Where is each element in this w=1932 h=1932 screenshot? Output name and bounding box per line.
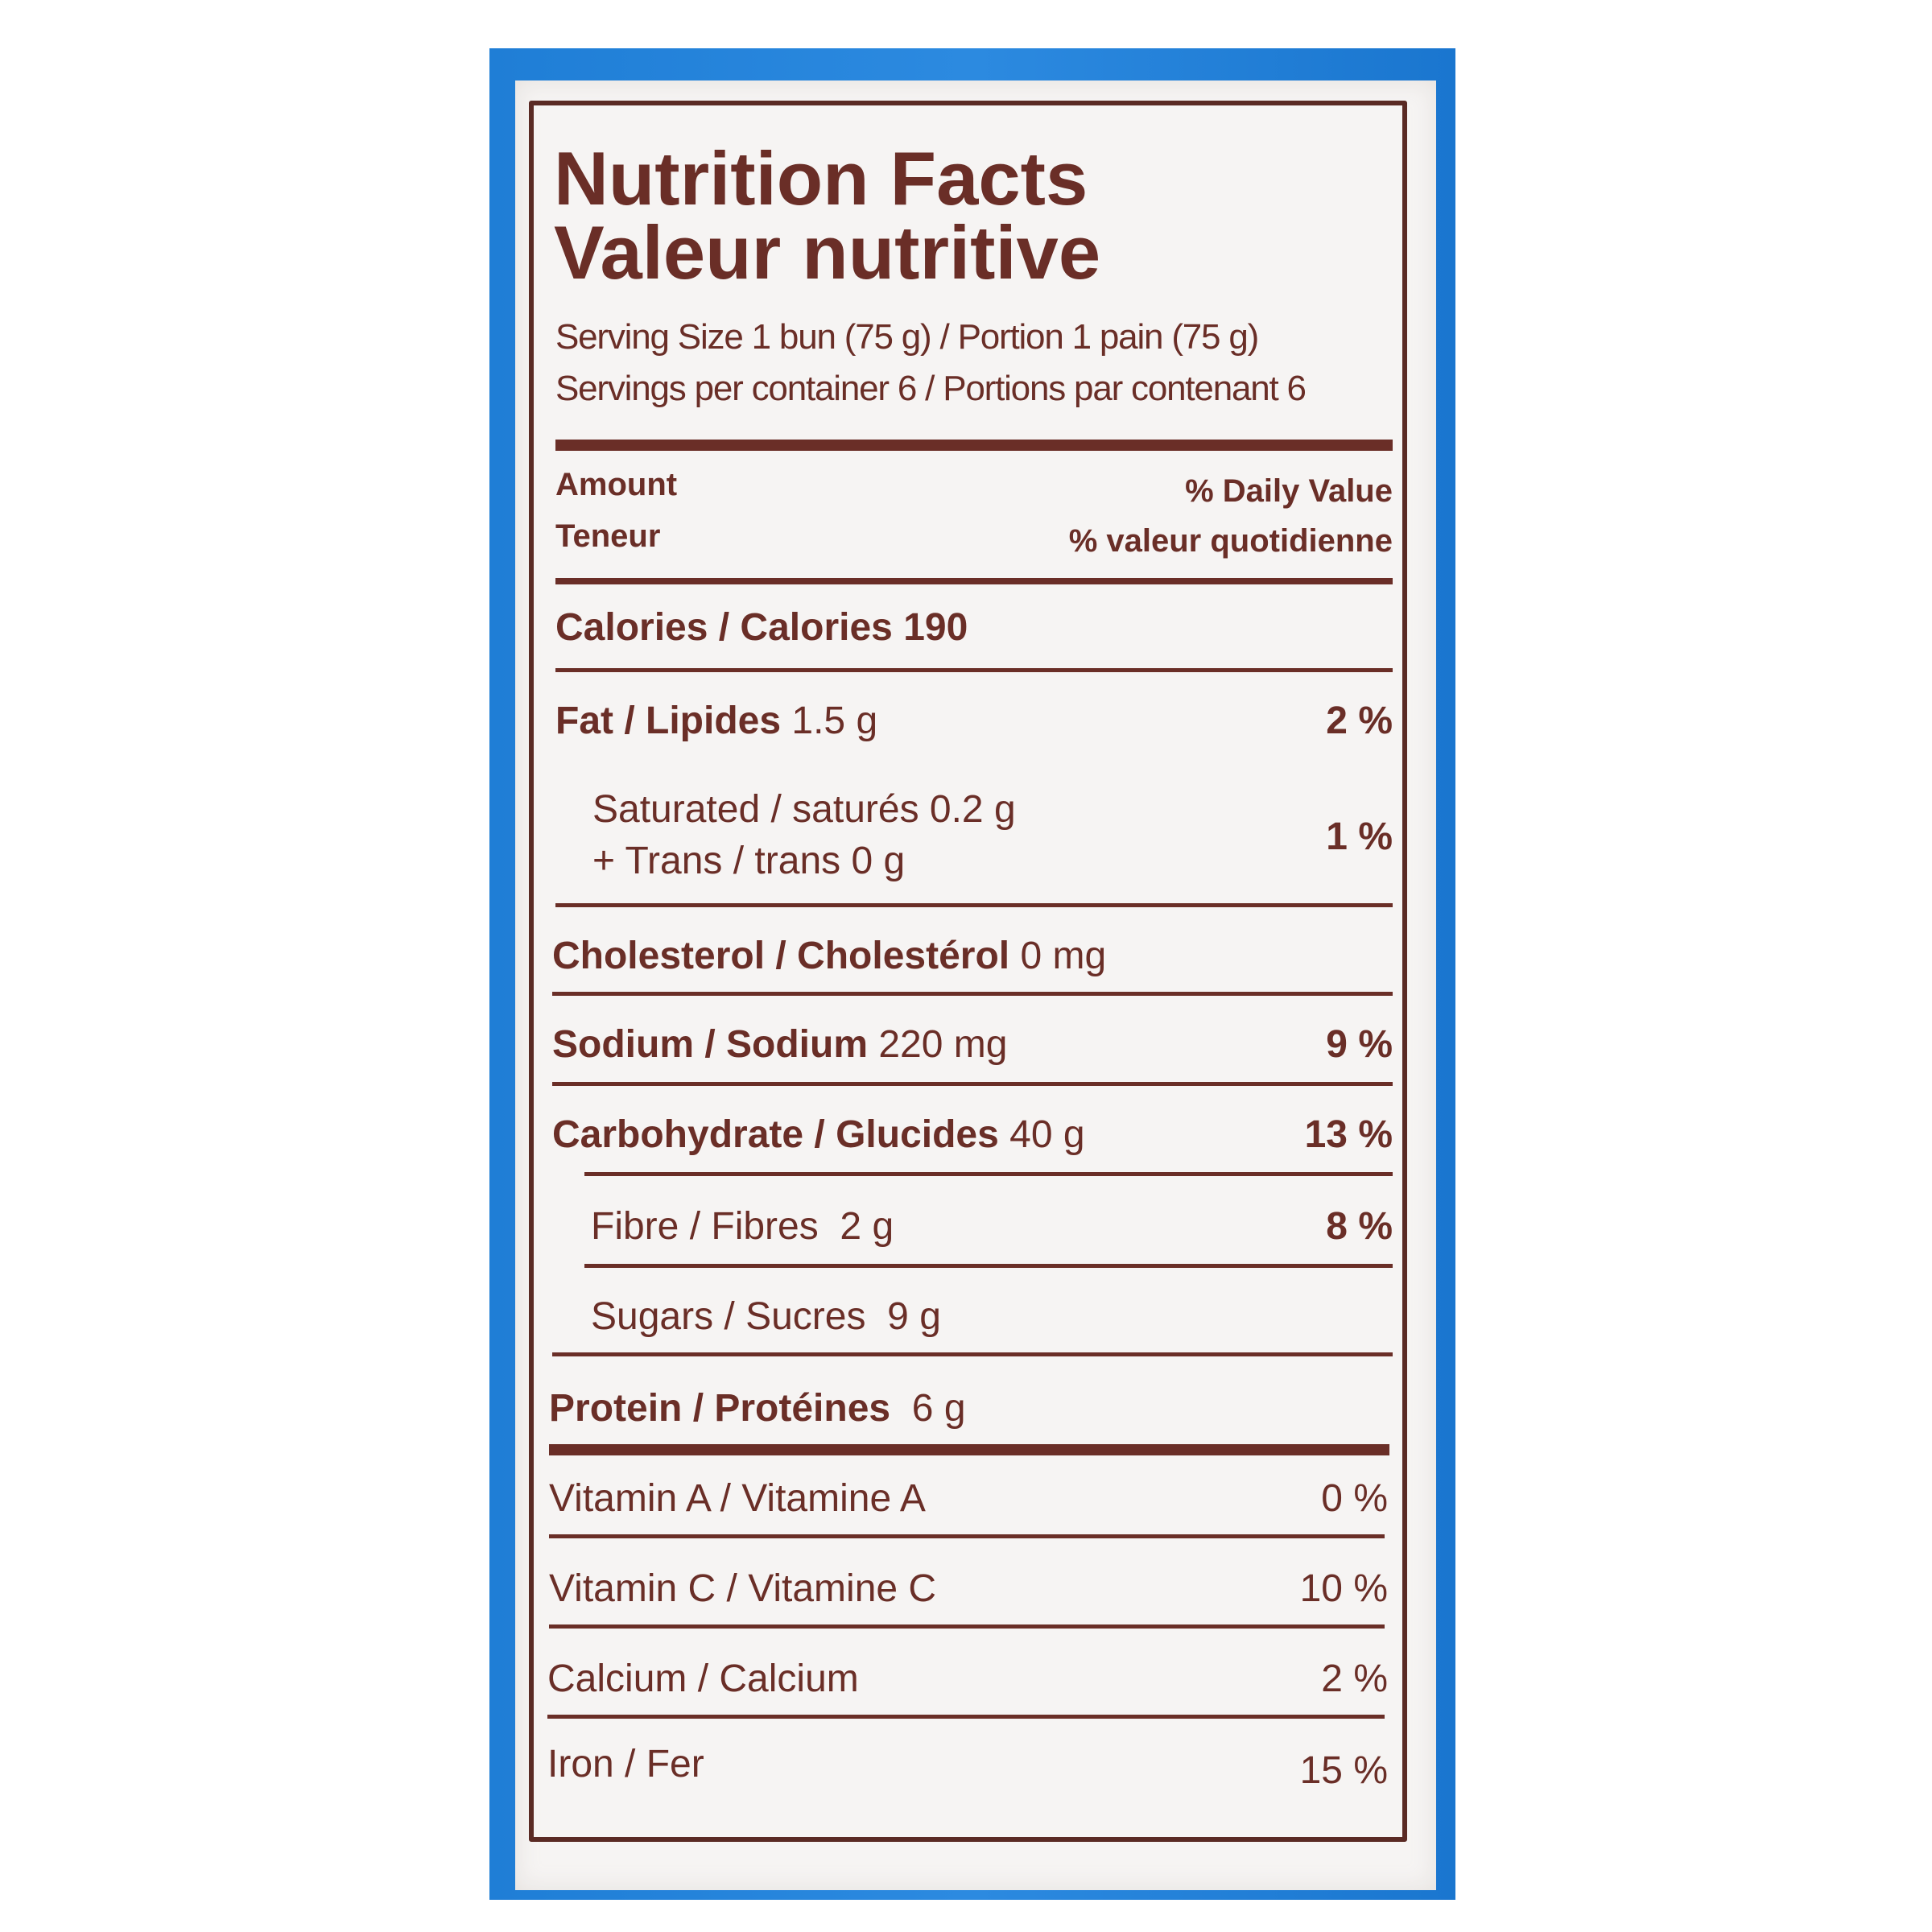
calories-value: 190 bbox=[903, 606, 968, 649]
trans-line: + Trans / trans 0 g bbox=[592, 840, 906, 882]
protein-row: Protein / Protéines 6 g bbox=[549, 1386, 966, 1430]
fibre-row: Fibre / Fibres 2 g bbox=[591, 1204, 894, 1249]
carbohydrate-daily-value: 13 % bbox=[1304, 1113, 1393, 1156]
divider bbox=[549, 1624, 1385, 1629]
sodium-amount: 220 mg bbox=[878, 1023, 1008, 1066]
iron-daily-value: 15 % bbox=[1299, 1749, 1388, 1792]
fat-label: Fat / Lipides bbox=[555, 700, 782, 742]
title-english: Nutrition Facts bbox=[554, 136, 1088, 221]
label-border bbox=[529, 101, 1407, 1842]
fat-amount: 1.5 g bbox=[791, 700, 878, 742]
sugars-amount: 9 g bbox=[887, 1295, 941, 1338]
fibre-label: Fibre / Fibres bbox=[591, 1205, 819, 1248]
carbohydrate-amount: 40 g bbox=[1009, 1113, 1085, 1156]
amount-header-fr: Teneur bbox=[555, 518, 661, 554]
calcium-label: Calcium / Calcium bbox=[547, 1657, 859, 1700]
servings-per-container: Servings per container 6 / Portions par … bbox=[555, 369, 1307, 408]
carbohydrate-label: Carbohydrate / Glucides bbox=[552, 1113, 999, 1156]
cholesterol-label: Cholesterol / Cholestérol bbox=[552, 935, 1010, 977]
vitamin-c-label: Vitamin C / Vitamine C bbox=[549, 1567, 937, 1610]
protein-amount: 6 g bbox=[911, 1387, 966, 1430]
sugars-label: Sugars / Sucres bbox=[591, 1295, 866, 1338]
fat-row: Fat / Lipides 1.5 g bbox=[555, 699, 877, 743]
daily-value-header-en: % Daily Value bbox=[1185, 473, 1393, 509]
carbohydrate-row: Carbohydrate / Glucides 40 g bbox=[552, 1113, 1085, 1157]
vitamin-c-daily-value: 10 % bbox=[1299, 1567, 1388, 1610]
thick-divider bbox=[555, 440, 1393, 451]
vitamin-a-daily-value: 0 % bbox=[1321, 1477, 1388, 1520]
divider bbox=[552, 1352, 1393, 1356]
iron-label: Iron / Fer bbox=[547, 1743, 704, 1785]
cholesterol-amount: 0 mg bbox=[1020, 935, 1107, 977]
serving-size: Serving Size 1 bun (75 g) / Portion 1 pa… bbox=[555, 317, 1259, 357]
calories-row: Calories / Calories 190 bbox=[555, 605, 968, 650]
divider bbox=[584, 1172, 1393, 1176]
sodium-daily-value: 9 % bbox=[1326, 1023, 1393, 1066]
divider bbox=[547, 1715, 1385, 1719]
amount-header-en: Amount bbox=[555, 467, 678, 502]
divider bbox=[555, 903, 1393, 907]
fibre-daily-value: 8 % bbox=[1326, 1205, 1393, 1248]
sugars-row: Sugars / Sucres 9 g bbox=[591, 1294, 941, 1339]
title-french: Valeur nutritive bbox=[554, 210, 1101, 295]
calories-label: Calories / Calories bbox=[555, 606, 893, 649]
divider bbox=[555, 668, 1393, 672]
divider bbox=[552, 992, 1393, 996]
vitamin-a-label: Vitamin A / Vitamine A bbox=[549, 1477, 926, 1520]
divider bbox=[584, 1264, 1393, 1268]
label-panel bbox=[515, 80, 1436, 1890]
divider bbox=[555, 578, 1393, 584]
daily-value-header-fr: % valeur quotidienne bbox=[1068, 523, 1393, 559]
saturated-line: Saturated / saturés 0.2 g bbox=[592, 788, 1016, 831]
fat-daily-value: 2 % bbox=[1326, 700, 1393, 742]
divider bbox=[549, 1534, 1385, 1538]
cholesterol-row: Cholesterol / Cholestérol 0 mg bbox=[552, 934, 1106, 978]
divider bbox=[552, 1082, 1393, 1086]
sodium-label: Sodium / Sodium bbox=[552, 1023, 868, 1066]
sodium-row: Sodium / Sodium 220 mg bbox=[552, 1022, 1007, 1067]
saturated-trans-daily-value: 1 % bbox=[1326, 815, 1393, 858]
thick-divider bbox=[549, 1444, 1389, 1455]
protein-label: Protein / Protéines bbox=[549, 1387, 891, 1430]
calcium-daily-value: 2 % bbox=[1321, 1657, 1388, 1700]
fibre-amount: 2 g bbox=[840, 1205, 894, 1248]
